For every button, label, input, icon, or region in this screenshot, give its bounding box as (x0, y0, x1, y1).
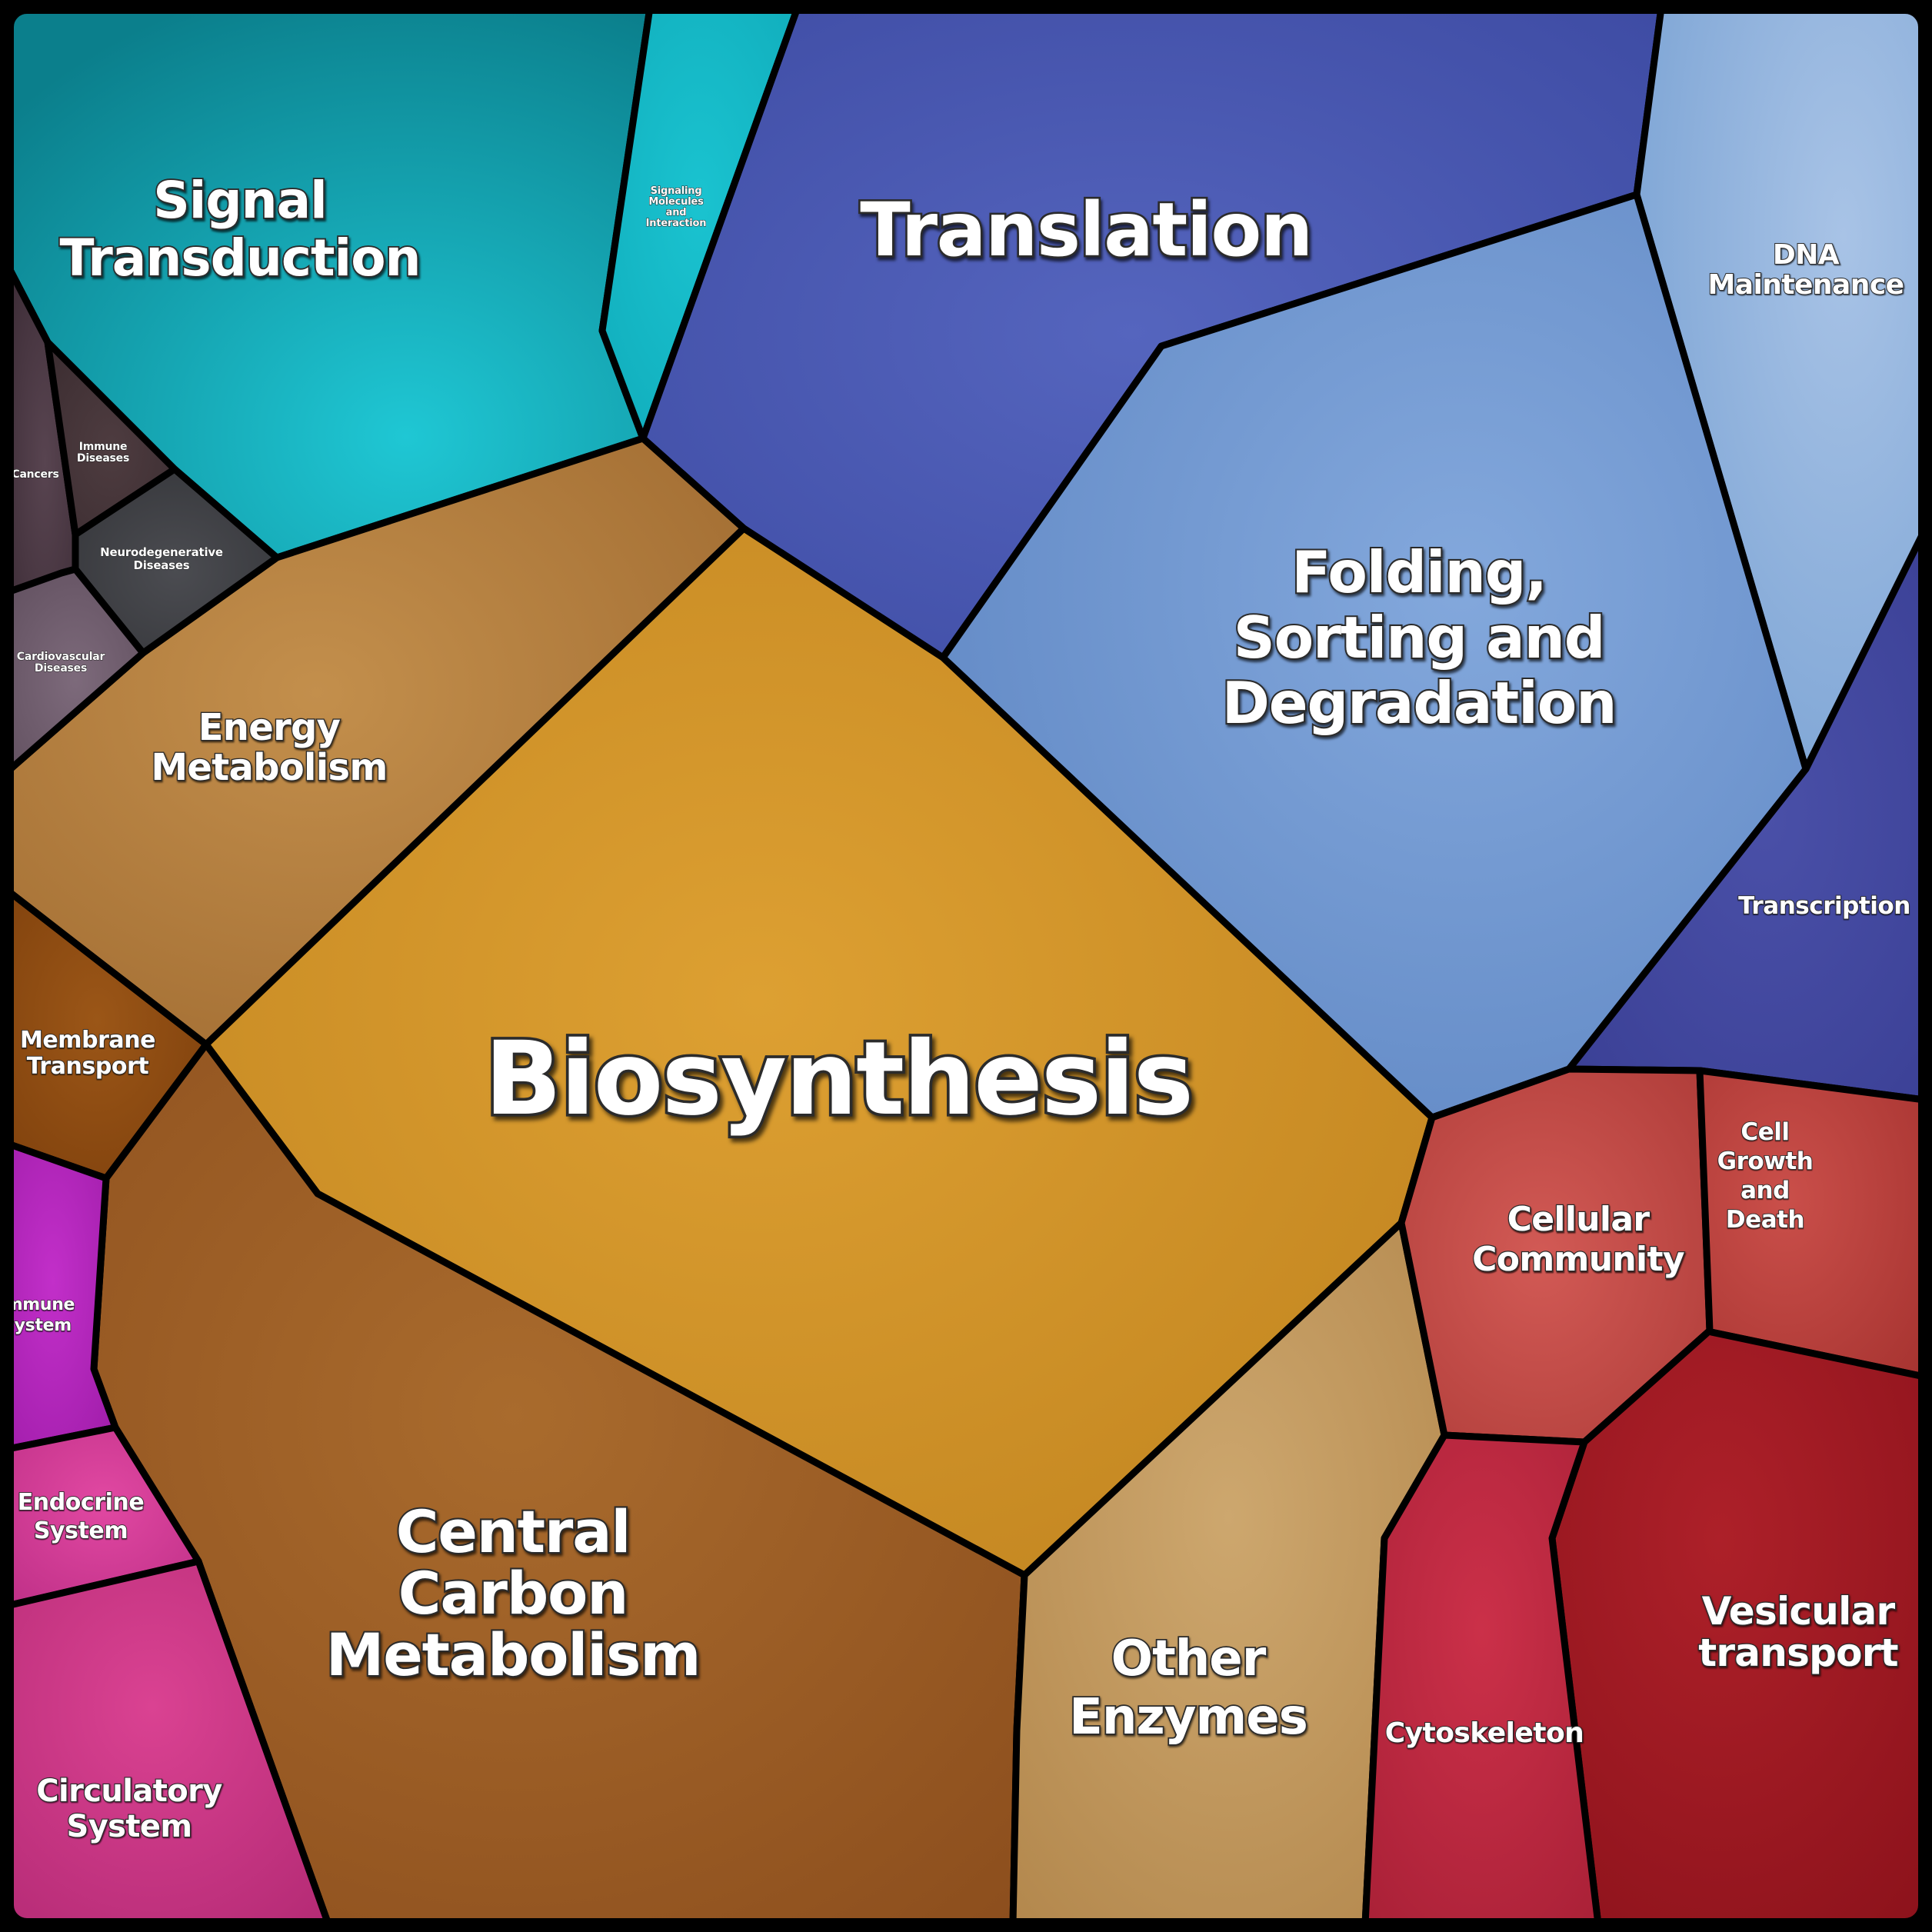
label-endocrine-system: Endocrine System (18, 1489, 144, 1544)
label-signaling-molecules-and-interaction: Signaling Molecules and Interaction (646, 185, 707, 229)
label-vesicular-transport: Vesicular transport (1698, 1589, 1898, 1675)
label-cancers: Cancers (12, 468, 58, 481)
label-immune-diseases: Immune Diseases (77, 441, 129, 465)
label-cardiovascular-diseases: Cardiovascular Diseases (17, 651, 105, 675)
label-central-carbon-metabolism: Central Carbon Metabolism (326, 1497, 701, 1689)
cell-cytoskeleton[interactable] (1361, 1431, 1602, 1928)
label-neurodegenerative-diseases: Neurodegenerative Diseases (100, 545, 223, 572)
label-cell-growth-and-death: Cell Growth and Death (1717, 1118, 1814, 1234)
label-cytoskeleton: Cytoskeleton (1385, 1717, 1584, 1749)
label-membrane-transport: Membrane Transport (20, 1027, 155, 1080)
label-dna-maintenance: DNA Maintenance (1707, 239, 1904, 301)
label-signal-transduction: Signal Transduction (59, 171, 420, 288)
label-circulatory-system: Circulatory System (36, 1774, 222, 1844)
label-transcription: Transcription (1738, 892, 1910, 920)
label-translation: Translation (860, 187, 1312, 273)
label-biosynthesis: Biosynthesis (485, 1020, 1192, 1138)
label-energy-metabolism: Energy Metabolism (151, 706, 387, 789)
label-folding-sorting-and-degradation: Folding, Sorting and Degradation (1222, 538, 1617, 737)
label-cellular-community: Cellular Community (1472, 1200, 1684, 1279)
label-other-enzymes: Other Enzymes (1069, 1631, 1307, 1746)
